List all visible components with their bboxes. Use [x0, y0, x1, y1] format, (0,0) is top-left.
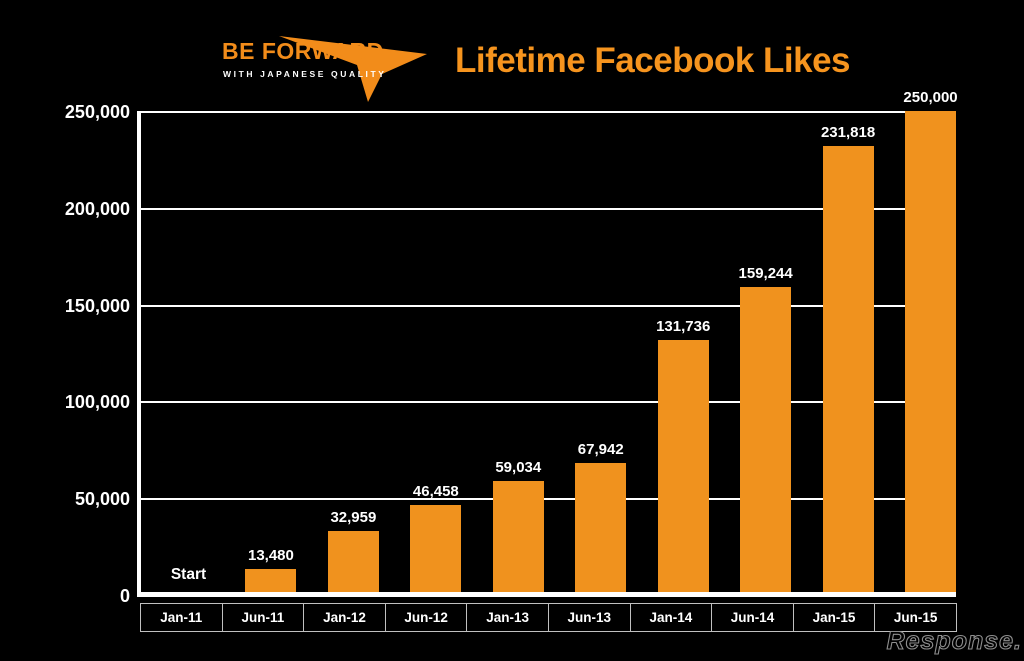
logo-tagline: WITH JAPANESE QUALITY — [223, 69, 387, 79]
page-title: Lifetime Facebook Likes — [455, 41, 851, 80]
response-watermark: Response. — [886, 626, 1022, 655]
bar-Jan-12 — [327, 531, 379, 595]
y-tick-label: 250,000 — [64, 102, 130, 122]
x-category-Jan-11: Jan-11 — [141, 604, 223, 631]
y-tick-label: 150,000 — [64, 295, 130, 316]
plot-area: Start 13,480 32,959 46,458 59,034 67,942 131,7… — [141, 90, 958, 595]
x-axis-table: Jan-11 Jun-11 Jan-12 Jun-12 Jan-13 Jun-13 Jan-… — [140, 603, 957, 632]
y-tick-label: 200,000 — [64, 198, 130, 219]
bar-Jun-12 — [410, 505, 462, 595]
y-axis-line — [137, 111, 141, 597]
gridline — [141, 304, 956, 307]
gridline — [141, 111, 956, 113]
x-category-Jun-13: Jun-13 — [549, 604, 631, 631]
bar-value-label: 32,959 — [330, 509, 377, 527]
bar-Jan-13 — [492, 480, 544, 595]
bar-value-label: 250,000 — [903, 89, 958, 106]
y-tick-label: 100,000 — [64, 392, 130, 413]
gridline — [141, 207, 956, 210]
bar-value-label: 59,034 — [495, 458, 542, 476]
x-category-Jun-11: Jun-11 — [223, 604, 305, 631]
bar-Jan-15 — [822, 146, 874, 595]
bar-value-label: 67,942 — [577, 441, 624, 459]
bar-value-label: 46,458 — [412, 483, 459, 501]
logo-arrow-icon — [279, 36, 427, 102]
x-category-Jan-13: Jan-13 — [467, 604, 549, 631]
bar-value-label: 13,480 — [247, 546, 294, 564]
x-category-Jan-14: Jan-14 — [631, 604, 713, 631]
x-category-Jun-14: Jun-14 — [712, 604, 794, 631]
bar-Jun-11 — [245, 568, 297, 595]
x-axis-line — [137, 592, 956, 597]
y-tick-label: 50,000 — [74, 489, 130, 510]
gridline — [141, 401, 956, 404]
gridline — [141, 498, 956, 501]
bar-Jan-14 — [657, 339, 709, 595]
start-label: Start — [170, 566, 207, 583]
beforward-logo: BE FORWARD WITH JAPANESE QUALITY — [222, 22, 437, 104]
x-category-Jun-12: Jun-12 — [386, 604, 468, 631]
bar-Jun-15 — [905, 111, 957, 595]
y-tick-label: 0 — [119, 586, 130, 606]
bar-Jun-14 — [740, 286, 792, 595]
bar-value-label: 159,244 — [738, 264, 793, 282]
bar-value-label: 131,736 — [656, 317, 711, 335]
x-category-Jun-15: Jun-15 — [893, 610, 938, 625]
x-category-Jan-15: Jan-15 — [794, 604, 876, 631]
bar-Jun-13 — [575, 463, 627, 595]
y-axis-labels: 250,000 200,000 150,000 100,000 50,000 0 — [20, 102, 130, 606]
logo-name: BE FORWARD — [222, 38, 384, 64]
x-category-Jan-12: Jan-12 — [304, 604, 386, 631]
bar-value-label: 231,818 — [820, 124, 876, 142]
